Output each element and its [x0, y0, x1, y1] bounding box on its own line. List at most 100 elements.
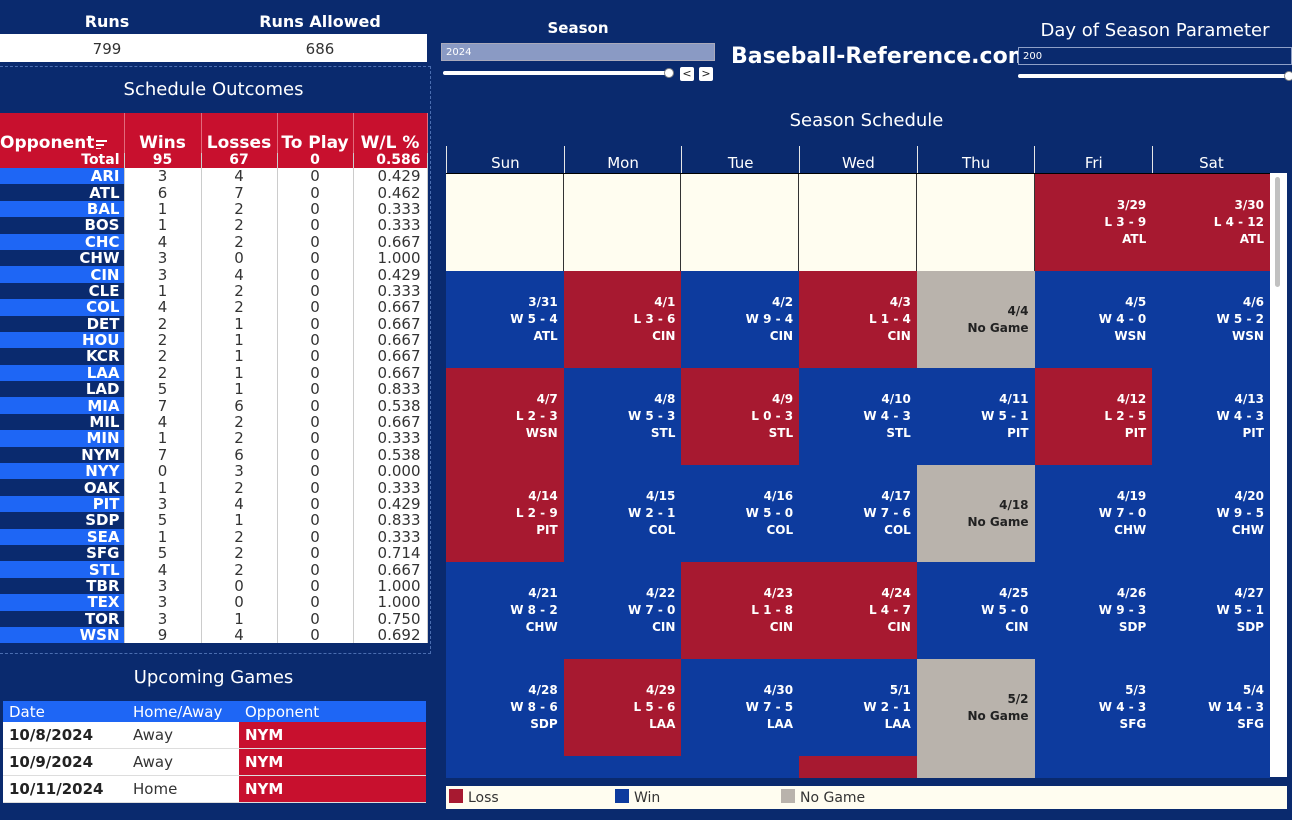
table-row[interactable]: OAK 1 2 0 0.333 [0, 479, 428, 496]
col-wl-pct[interactable]: W/L % [353, 113, 428, 153]
calendar-day-cell[interactable]: 4/26 W 9 - 3 SDP [1034, 562, 1153, 659]
calendar-day-cell[interactable]: 5/4 W 14 - 3 SFG [1152, 659, 1270, 756]
calendar-day-cell[interactable]: 4/10 W 4 - 3 STL [799, 368, 917, 465]
cell-wins: 1 [124, 200, 202, 218]
table-row[interactable]: MIA 7 6 0 0.538 [0, 397, 428, 414]
table-row[interactable]: STL 4 2 0 0.667 [0, 561, 428, 578]
table-row[interactable]: ARI 3 4 0 0.429 [0, 168, 428, 185]
table-row[interactable]: CIN 3 4 0 0.429 [0, 266, 428, 283]
calendar-day-cell[interactable]: 5/1 W 2 - 1 LAA [799, 659, 917, 756]
table-row[interactable]: CLE 1 2 0 0.333 [0, 282, 428, 300]
table-row[interactable]: TOR 3 1 0 0.750 [0, 610, 428, 627]
calendar-day-cell[interactable] [916, 756, 1035, 778]
table-row[interactable]: WSN 9 4 0 0.692 [0, 626, 428, 644]
day-param-slider-handle[interactable] [1284, 71, 1292, 81]
calendar-day-cell[interactable]: 4/5 W 4 - 0 WSN [1034, 271, 1153, 368]
calendar-day-cell[interactable]: 4/13 W 4 - 3 PIT [1152, 368, 1270, 465]
calendar-day-cell[interactable]: 5/2 No Game [916, 659, 1035, 756]
calendar-day-cell[interactable]: 4/16 W 5 - 0 COL [681, 465, 800, 562]
calendar-day-cell[interactable] [563, 756, 682, 778]
calendar-day-cell[interactable]: 4/28 W 8 - 6 SDP [446, 659, 564, 756]
col-home-away[interactable]: Home/Away [127, 701, 239, 722]
calendar-day-cell[interactable]: 5/3 W 4 - 3 SFG [1034, 659, 1153, 756]
season-select[interactable]: 2024 [441, 43, 715, 61]
calendar-day-cell[interactable]: 4/29 L 5 - 6 LAA [563, 659, 682, 756]
calendar-day-cell[interactable]: 4/2 W 9 - 4 CIN [681, 271, 800, 368]
scroll-thumb[interactable] [1275, 177, 1280, 287]
calendar-day-cell[interactable]: 4/24 L 4 - 7 CIN [799, 562, 917, 659]
upcoming-row[interactable]: 10/9/2024 Away NYM [3, 748, 426, 776]
table-row[interactable]: CHC 4 2 0 0.667 [0, 233, 428, 250]
calendar-day-cell[interactable]: 3/31 W 5 - 4 ATL [446, 271, 564, 368]
table-row[interactable]: TEX 3 0 0 1.000 [0, 594, 428, 611]
calendar-day-cell[interactable]: 4/20 W 9 - 5 CHW [1152, 465, 1270, 562]
table-row[interactable]: NYM 7 6 0 0.538 [0, 446, 428, 464]
season-slider-handle[interactable] [664, 68, 674, 78]
calendar-scrollbar[interactable] [1270, 173, 1287, 777]
table-row[interactable]: LAA 2 1 0 0.667 [0, 364, 428, 382]
table-row[interactable]: PIT 3 4 0 0.429 [0, 495, 428, 513]
cell-wins: 4 [124, 413, 202, 431]
sort-icon[interactable] [96, 140, 108, 149]
calendar-day-cell[interactable]: 4/27 W 5 - 1 SDP [1152, 562, 1270, 659]
table-row[interactable]: BAL 1 2 0 0.333 [0, 200, 428, 218]
calendar-day-cell[interactable]: 3/30 L 4 - 12 ATL [1152, 174, 1270, 271]
calendar-day-cell[interactable]: 4/12 L 2 - 5 PIT [1034, 368, 1153, 465]
calendar-day-cell[interactable]: 4/19 W 7 - 0 CHW [1034, 465, 1153, 562]
col-date[interactable]: Date [3, 701, 127, 722]
cell-wins: 1 [124, 217, 202, 234]
calendar-day-cell[interactable]: 4/1 L 3 - 6 CIN [563, 271, 682, 368]
calendar-day-cell[interactable]: 4/21 W 8 - 2 CHW [446, 562, 564, 659]
table-row[interactable]: SEA 1 2 0 0.333 [0, 528, 428, 545]
col-losses[interactable]: Losses [201, 113, 278, 153]
calendar-day-cell[interactable]: 4/25 W 5 - 0 CIN [916, 562, 1035, 659]
calendar-day-cell[interactable]: 3/29 L 3 - 9 ATL [1034, 174, 1153, 271]
table-row[interactable]: LAD 5 1 0 0.833 [0, 381, 428, 398]
calendar-day-cell[interactable] [799, 756, 917, 778]
calendar-day-cell[interactable]: 4/22 W 7 - 0 CIN [563, 562, 682, 659]
table-row[interactable]: DET 2 1 0 0.667 [0, 315, 428, 332]
calendar-day-cell[interactable]: 4/7 L 2 - 3 WSN [446, 368, 564, 465]
table-row[interactable]: ATL 6 7 0 0.462 [0, 184, 428, 201]
table-row[interactable]: MIL 4 2 0 0.667 [0, 413, 428, 431]
calendar-day-cell[interactable]: 4/30 W 7 - 5 LAA [681, 659, 800, 756]
calendar-day-cell[interactable]: 4/4 No Game [916, 271, 1035, 368]
calendar-day-cell[interactable]: 4/14 L 2 - 9 PIT [446, 465, 564, 562]
upcoming-row[interactable]: 10/8/2024 Away NYM [3, 722, 426, 749]
calendar-day-cell[interactable] [446, 756, 564, 778]
table-row[interactable]: SDP 5 1 0 0.833 [0, 512, 428, 529]
table-row[interactable]: NYY 0 3 0 0.000 [0, 463, 428, 480]
calendar-day-cell[interactable]: 4/11 W 5 - 1 PIT [916, 368, 1035, 465]
day-param-input[interactable]: 200 [1018, 47, 1292, 65]
calendar-day-cell[interactable] [681, 756, 800, 778]
calendar-day-cell[interactable]: 4/23 L 1 - 8 CIN [681, 562, 800, 659]
season-next-button[interactable]: > [699, 67, 713, 81]
calendar-day-cell[interactable]: 4/6 W 5 - 2 WSN [1152, 271, 1270, 368]
calendar-day-cell[interactable]: 4/8 W 5 - 3 STL [563, 368, 682, 465]
col-wins[interactable]: Wins [124, 113, 202, 153]
calendar-day-cell[interactable]: 4/3 L 1 - 4 CIN [799, 271, 917, 368]
table-row[interactable]: MIN 1 2 0 0.333 [0, 430, 428, 447]
upcoming-row[interactable]: 10/11/2024 Home NYM [3, 775, 426, 803]
cell-opponent: LAA [0, 364, 125, 382]
day-param-slider[interactable] [1018, 74, 1292, 78]
calendar-day-cell[interactable] [1152, 756, 1270, 778]
table-row[interactable]: TBR 3 0 0 1.000 [0, 577, 428, 595]
calendar-day-cell[interactable]: 4/18 No Game [916, 465, 1035, 562]
season-prev-button[interactable]: < [680, 67, 694, 81]
table-row[interactable]: SFG 5 2 0 0.714 [0, 544, 428, 562]
calendar-grid[interactable]: 3/29 L 3 - 9 ATL 3/30 L 4 - 12 ATL 3/31 W 5 - 4… [446, 173, 1270, 778]
col-opponent-upcoming[interactable]: Opponent [239, 701, 426, 722]
table-row[interactable]: BOS 1 2 0 0.333 [0, 217, 428, 234]
calendar-day-cell[interactable] [1034, 756, 1153, 778]
calendar-day-cell[interactable]: 4/15 W 2 - 1 COL [563, 465, 682, 562]
season-slider[interactable] [443, 71, 669, 75]
col-to-play[interactable]: To Play [277, 113, 354, 153]
table-row[interactable]: CHW 3 0 0 1.000 [0, 249, 428, 267]
table-row[interactable]: KCR 2 1 0 0.667 [0, 348, 428, 365]
table-row[interactable]: HOU 2 1 0 0.667 [0, 331, 428, 349]
table-row[interactable]: COL 4 2 0 0.667 [0, 299, 428, 316]
col-opponent[interactable]: Opponent [0, 113, 125, 153]
calendar-day-cell[interactable]: 4/17 W 7 - 6 COL [799, 465, 917, 562]
calendar-day-cell[interactable]: 4/9 L 0 - 3 STL [681, 368, 800, 465]
